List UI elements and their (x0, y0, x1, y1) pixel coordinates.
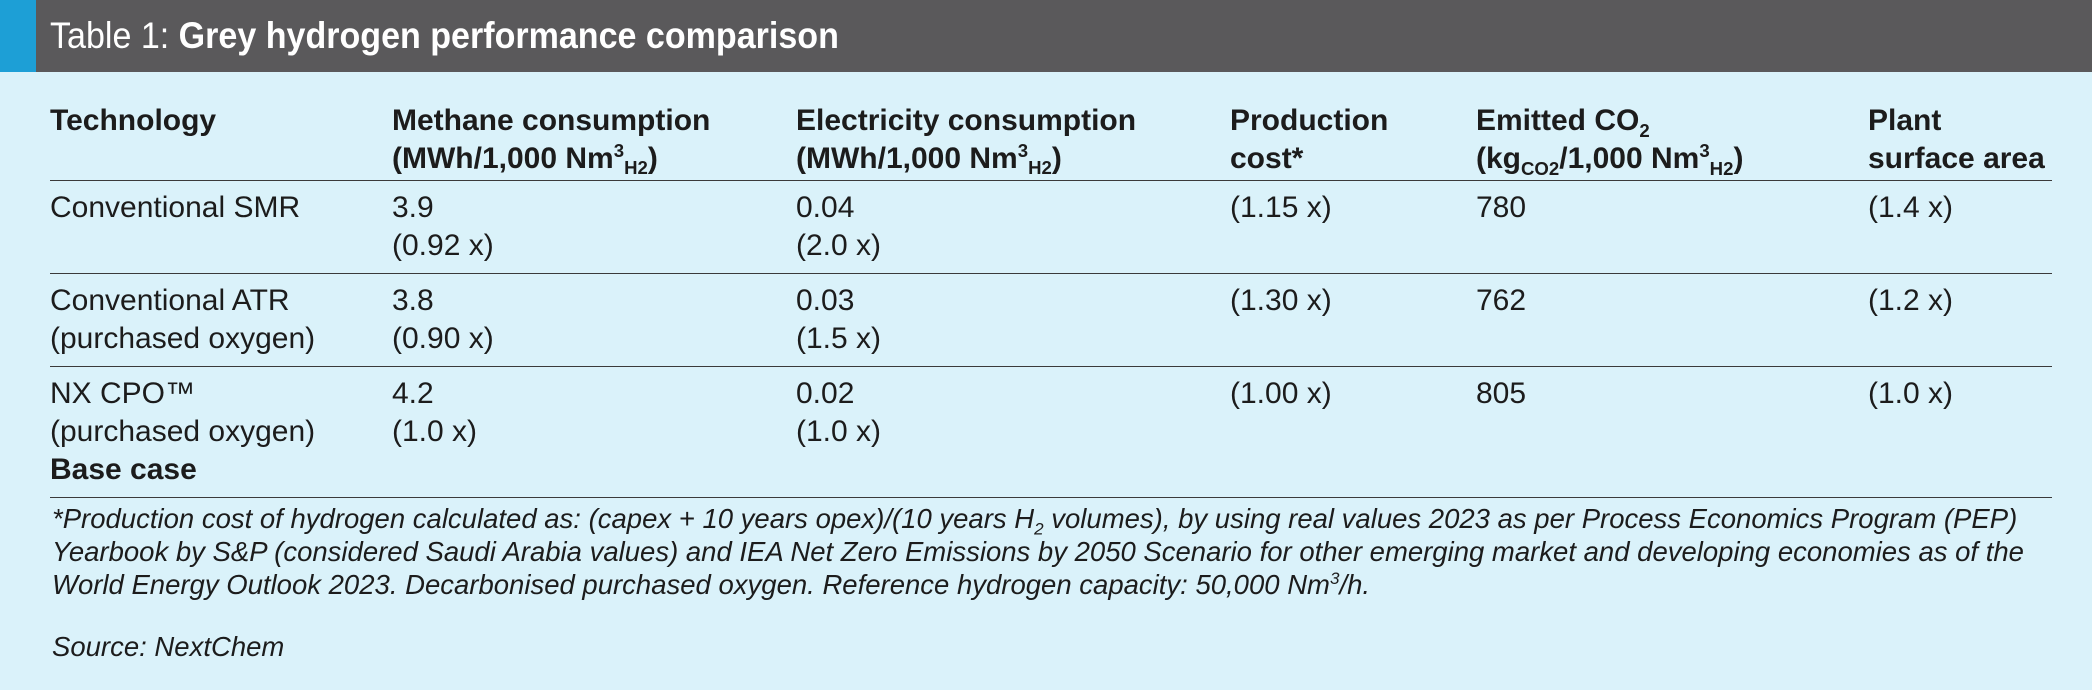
col-header-technology: Technology (50, 102, 392, 181)
cell-methane: 4.2 (1.0 x) (392, 377, 478, 448)
cell-electricity: 0.03 (1.5 x) (796, 284, 882, 355)
cell-technology: Conventional SMR (50, 191, 301, 224)
cell-technology: NX CPO™ (purchased oxygen) Base case (50, 367, 392, 498)
col-header-production-cost: Production cost* (1230, 102, 1476, 181)
table-caption: Grey hydrogen performance comparison (178, 15, 839, 56)
table-row: NX CPO™ (purchased oxygen) Base case 4.2… (50, 367, 2052, 498)
cell-emitted-co2: 805 (1476, 377, 1527, 410)
header-row: Technology Methane consumption (MWh/1,00… (50, 102, 2052, 181)
cell-surface-area: (1.2 x) (1868, 284, 1954, 317)
comparison-table-wrap: Technology Methane consumption (MWh/1,00… (50, 102, 2052, 498)
title-accent (0, 0, 36, 72)
source-note: Source: NextChem (52, 631, 285, 662)
cell-production-cost: (1.00 x) (1230, 377, 1332, 410)
table-row: Conventional SMR 3.9 (0.92 x) 0.04 (2.0 … (50, 181, 2052, 274)
cell-electricity: 0.04 (2.0 x) (796, 191, 882, 262)
cell-electricity: 0.02 (1.0 x) (796, 377, 882, 448)
footnote: *Production cost of hydrogen calculated … (52, 503, 2024, 600)
col-header-methane: Methane consumption (MWh/1,000 Nm3H2) (392, 102, 796, 181)
col-header-electricity: Electricity consumption (MWh/1,000 Nm3H2… (796, 102, 1230, 181)
col-header-emitted-co2: Emitted CO2 (kgCO2/1,000 Nm3H2) (1476, 102, 1868, 181)
col-header-surface-area: Plant surface area (1868, 102, 2052, 181)
cell-surface-area: (1.0 x) (1868, 377, 1954, 410)
cell-production-cost: (1.30 x) (1230, 284, 1332, 317)
cell-methane: 3.8 (0.90 x) (392, 284, 494, 355)
title-bar: Table 1: Grey hydrogen performance compa… (0, 0, 2092, 72)
cell-production-cost: (1.15 x) (1230, 191, 1332, 224)
table-number: Table 1: (50, 15, 179, 56)
comparison-table: Technology Methane consumption (MWh/1,00… (50, 102, 2052, 498)
base-case-label: Base case (50, 453, 197, 486)
cell-methane: 3.9 (0.92 x) (392, 191, 494, 262)
cell-surface-area: (1.4 x) (1868, 191, 1954, 224)
cell-emitted-co2: 762 (1476, 284, 1527, 317)
cell-technology: Conventional ATR (purchased oxygen) (50, 284, 316, 355)
table-title: Table 1: Grey hydrogen performance compa… (50, 15, 839, 57)
cell-emitted-co2: 780 (1476, 191, 1527, 224)
table-row: Conventional ATR (purchased oxygen) 3.8 … (50, 274, 2052, 367)
